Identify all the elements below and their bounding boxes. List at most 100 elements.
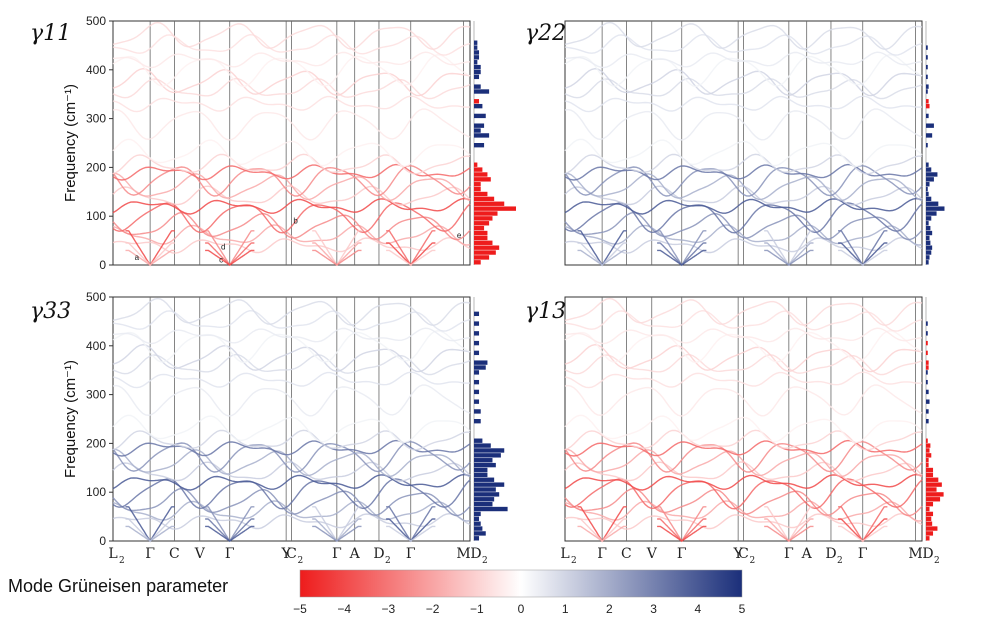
kpoint-label: C <box>169 546 180 562</box>
phonon-branch <box>312 525 362 542</box>
dos-bar <box>474 255 490 260</box>
phonon-branch <box>112 67 471 97</box>
dos-bar <box>926 221 929 226</box>
kpoint-label: C <box>621 546 632 562</box>
dos-bar <box>926 225 931 231</box>
dos-bar <box>926 331 928 336</box>
dos-bar <box>474 201 505 206</box>
phonon-branch <box>386 249 436 266</box>
phonon-branch <box>112 172 471 202</box>
dos-bar <box>926 55 928 60</box>
dos-bar <box>474 511 481 517</box>
kpoint-label: C <box>738 546 749 562</box>
colorbar-tick-label: −4 <box>337 602 351 616</box>
kpoint-label: Γ <box>332 546 342 562</box>
dos-bar <box>474 182 481 187</box>
phonon-branch <box>205 525 255 542</box>
dos-bar <box>926 453 932 458</box>
phonon-branch <box>764 249 814 266</box>
dos-bar <box>474 162 478 167</box>
phonon-branch <box>312 249 362 266</box>
dos-bar <box>926 531 934 536</box>
dos-bar <box>926 487 937 492</box>
dos-bar <box>474 448 505 453</box>
colorbar-tick-label: 3 <box>650 602 657 616</box>
dos-bar <box>474 196 495 202</box>
branch-annotation: b <box>293 217 298 226</box>
kpoint-label-subscript: 2 <box>482 556 488 566</box>
dos-bar <box>926 45 928 50</box>
dos-bar <box>474 311 480 317</box>
dos-bar <box>926 240 931 245</box>
dos-bar <box>474 45 478 50</box>
dos-bar <box>474 84 481 89</box>
dos-bar <box>474 521 481 526</box>
dos-bar <box>926 536 930 541</box>
dos-bar <box>926 419 929 424</box>
phonon-branch <box>205 249 255 266</box>
dos-bar <box>926 191 929 197</box>
dos-bar <box>474 340 480 346</box>
phonon-branch <box>112 354 471 376</box>
panel-label: γ13 <box>525 299 566 324</box>
dos-bar <box>474 379 480 385</box>
kpoint-label: C <box>286 546 297 562</box>
dos-bar <box>926 526 938 531</box>
y-tick-label: 500 <box>86 14 106 28</box>
panel-label: γ11 <box>30 21 71 46</box>
dos-bar <box>474 501 493 507</box>
kpoint-label: Γ <box>406 546 416 562</box>
phonon-branch <box>564 440 923 473</box>
phonon-branch <box>112 440 471 473</box>
dos-bar <box>474 462 496 468</box>
dos-bar <box>474 211 498 216</box>
dos-bar <box>926 501 934 507</box>
phonon-branch <box>112 384 471 417</box>
panel-1: 0 100 200 300 400 500 Frequency (cm⁻¹) γ11 a b cd e <box>30 14 516 272</box>
phonon-branch <box>564 429 923 451</box>
kpoint-label-subscript: 2 <box>298 556 304 566</box>
dos-bar <box>926 438 928 443</box>
dos-bar <box>926 235 930 241</box>
dos-bar <box>474 186 481 192</box>
colorbar-tick-label: −5 <box>293 602 307 616</box>
phonon-branch <box>564 51 923 69</box>
colorbar-tick-label: −2 <box>426 602 440 616</box>
dos-bar <box>926 84 929 89</box>
dos-bar <box>926 370 928 375</box>
phonon-branch <box>564 371 923 389</box>
phonon-branch <box>112 327 471 345</box>
dos-bar <box>926 211 937 216</box>
phonon-branch <box>564 153 923 175</box>
phonon-branch <box>112 164 471 197</box>
dos-bar <box>926 103 930 109</box>
phonon-branch <box>564 67 923 97</box>
dos-bar <box>926 123 934 128</box>
dos-bar <box>474 230 488 236</box>
phonon-branch <box>112 51 471 69</box>
phonon-branch <box>577 525 627 542</box>
dos-bar <box>926 177 934 182</box>
dos-bar <box>926 206 945 211</box>
dos-bar <box>926 260 929 265</box>
dos-bar <box>474 69 481 75</box>
phonon-branch <box>112 429 471 451</box>
phonon-branch <box>564 108 923 141</box>
phonon-branch <box>125 249 175 266</box>
dos-bar <box>474 191 488 197</box>
dos-bar <box>926 511 934 517</box>
y-tick-label: 100 <box>86 485 106 499</box>
dos-bar <box>474 250 496 255</box>
phonon-branch <box>564 512 923 530</box>
dos-bar <box>926 172 938 177</box>
kpoint-label-subscript: 2 <box>837 556 843 566</box>
dos-bar <box>474 492 500 497</box>
dos-bar <box>474 167 483 172</box>
phonon-branch <box>112 197 471 215</box>
dos-bar <box>474 123 485 128</box>
kpoint-label: L <box>560 546 569 562</box>
dos-bar <box>926 186 928 192</box>
dos-bar <box>926 448 930 453</box>
